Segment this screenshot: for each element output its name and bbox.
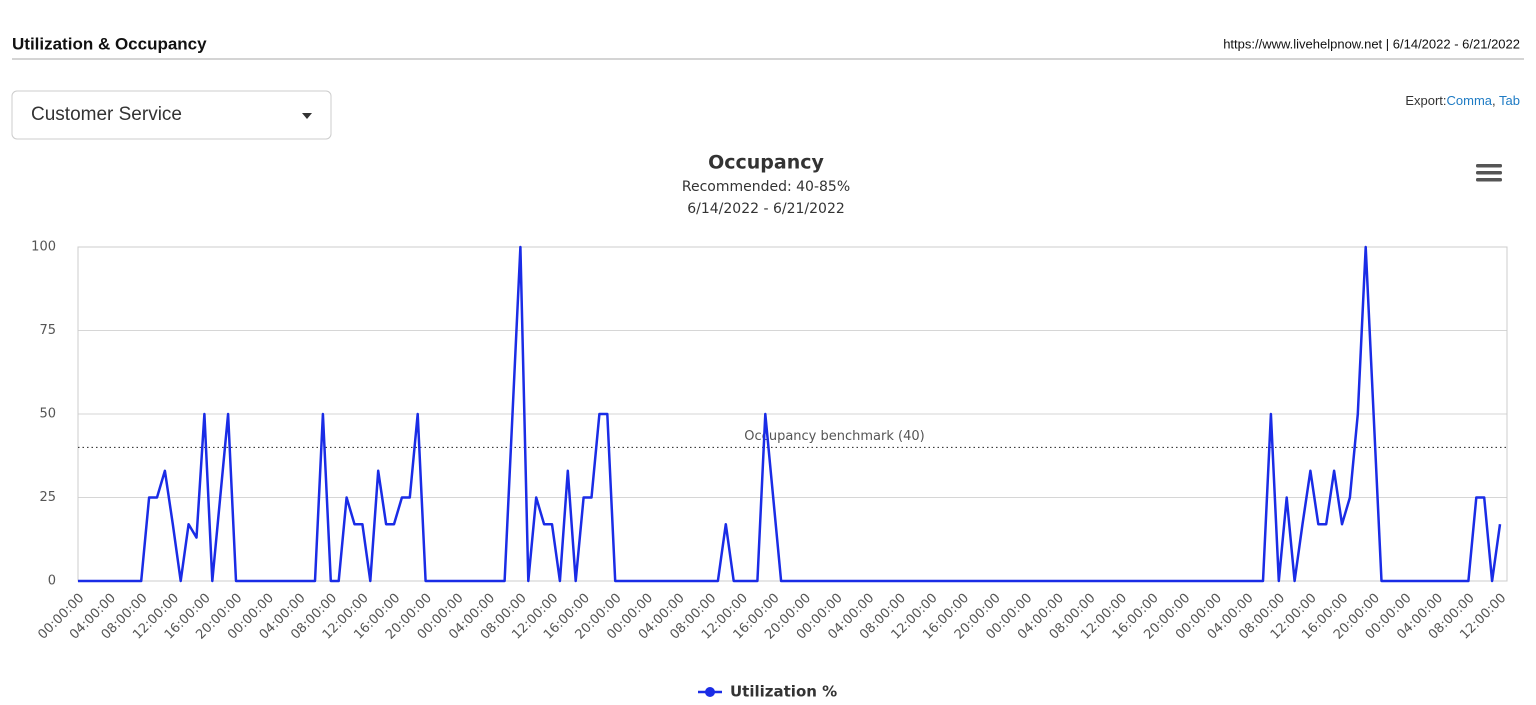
data-line bbox=[78, 245, 1502, 583]
menu-bar[interactable] bbox=[1476, 171, 1502, 175]
dropdown-caret bbox=[302, 113, 312, 119]
menu-bar[interactable] bbox=[1476, 164, 1502, 168]
site-info: https://www.livehelpnow.net | 6/14/2022 … bbox=[1223, 36, 1520, 51]
dropdown-box[interactable] bbox=[11, 90, 332, 140]
legend-symbol-marker bbox=[705, 687, 715, 697]
chart-date-range: 6/14/2022 - 6/21/2022 bbox=[687, 201, 845, 217]
menu-bar[interactable] bbox=[1476, 178, 1502, 182]
export-separator: , bbox=[1492, 93, 1499, 108]
y-tick-label: 50 bbox=[39, 407, 56, 422]
dropdown-value[interactable]: Customer Service bbox=[31, 104, 182, 125]
export-link[interactable]: Tab bbox=[1499, 93, 1520, 108]
page-title: Utilization & Occupancy bbox=[12, 34, 207, 53]
chart-title: Occupancy bbox=[708, 152, 824, 174]
export: Export:Comma, Tab bbox=[1405, 93, 1520, 108]
dropdown[interactable]: Customer Service bbox=[11, 90, 332, 140]
export-label: Export: bbox=[1405, 93, 1446, 108]
y-tick-label: 100 bbox=[31, 240, 56, 255]
menu-button[interactable] bbox=[1476, 164, 1502, 182]
chart-subtitle: Recommended: 40-85% bbox=[682, 179, 850, 195]
y-tick-label: 75 bbox=[39, 323, 56, 338]
benchmark-label: Occupancy benchmark (40) bbox=[744, 429, 924, 444]
y-tick-label: 25 bbox=[39, 490, 56, 505]
export-link[interactable]: Comma bbox=[1447, 93, 1493, 108]
legend-item[interactable]: Utilization % bbox=[698, 683, 837, 701]
legend-label: Utilization % bbox=[730, 683, 837, 701]
y-tick-label: 0 bbox=[48, 574, 56, 589]
